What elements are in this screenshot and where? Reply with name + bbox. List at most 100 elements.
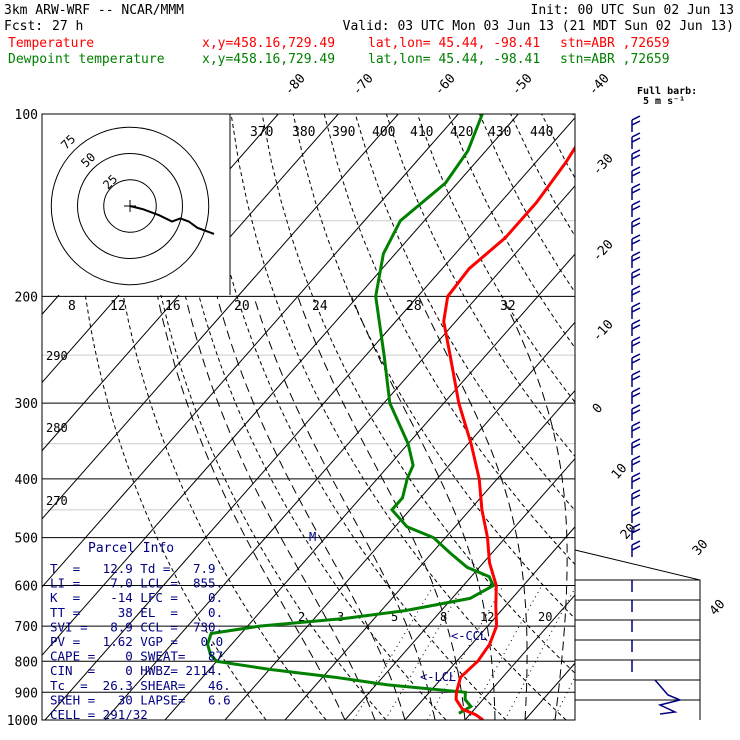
isotherm-line xyxy=(344,457,575,720)
isotherm-label: 20 xyxy=(618,521,640,543)
wind-barb-flag xyxy=(631,358,641,364)
mixing-ratio-line xyxy=(353,585,435,720)
wind-barb-flag xyxy=(631,239,641,245)
isobar-label: 900 xyxy=(15,686,38,701)
wind-barb-flag xyxy=(631,290,641,296)
parcel-row: TT = 38 EL = 0. xyxy=(50,605,223,620)
dry-adiabat xyxy=(74,114,267,720)
mixing-ratio-label: 5 xyxy=(391,610,398,624)
dry-adiabat xyxy=(230,114,567,720)
wind-barb-flag xyxy=(631,506,641,512)
isobar-label: 1000 xyxy=(7,714,38,729)
hodograph-trace xyxy=(129,205,215,235)
wind-barb-flag xyxy=(631,370,641,376)
legend-dew-xy: x,y=458.16,729.49 xyxy=(202,52,335,67)
legend-temperature: Temperature xyxy=(8,36,94,51)
wind-barb-flag xyxy=(631,404,641,410)
parcel-row: Tc = 26.3 SHEAR= 46. xyxy=(50,678,231,693)
wind-barb-flag xyxy=(631,251,641,257)
wind-barb-flag xyxy=(631,115,641,121)
parcel-row: SVI = 8.9 CCL = 730. xyxy=(50,619,223,634)
isotherm-label: -60 xyxy=(432,71,459,98)
isotherm-label: -30 xyxy=(590,151,617,178)
isotherm-label: -80 xyxy=(282,71,309,98)
wind-barb-flag xyxy=(631,455,641,461)
moist-adiabat xyxy=(645,296,740,720)
wind-barb-flag xyxy=(631,268,641,274)
moist-adiabat xyxy=(501,296,568,720)
dewpoint-line xyxy=(206,114,496,715)
moist-adiabat xyxy=(351,296,496,720)
wind-barb-flag xyxy=(631,273,641,279)
theta-e-label: 380 xyxy=(292,125,315,140)
dry-adiabat xyxy=(697,114,740,720)
wind-barb-flag xyxy=(631,171,641,177)
parcel-row: SREH = 30 LAPSE= 6.6 xyxy=(50,692,231,707)
isotherm-label: -20 xyxy=(590,237,617,264)
mixing-ratio-label: 20 xyxy=(538,610,552,624)
legend-temp-latlon: lat,lon= 45.44, -98.41 xyxy=(368,36,540,51)
wind-barb-flag xyxy=(631,477,641,483)
theta-e-label: 390 xyxy=(332,125,355,140)
isotherm-line xyxy=(284,389,575,720)
parcel-title: Parcel Info xyxy=(88,541,174,556)
wind-barb-flag xyxy=(631,200,641,206)
isotherm-label: 0 xyxy=(590,401,606,417)
wind-barb-flag xyxy=(631,285,641,291)
wind-barb-flag xyxy=(631,443,641,449)
parcel-info-panel: Parcel Info T = 12.9 Td = 7.9LI = 7.0 LC… xyxy=(50,541,231,722)
dry-adiabat xyxy=(635,114,740,720)
hodo-speed-label: 16 xyxy=(165,299,181,314)
wind-barb-flag xyxy=(631,523,641,529)
isotherm-line xyxy=(705,114,740,720)
moist-adiabat xyxy=(185,296,376,720)
dry-adiabat xyxy=(168,114,447,720)
theta-e-label: 400 xyxy=(372,125,395,140)
parcel-row: LI = 7.0 LCL = 855. xyxy=(50,576,223,591)
wind-barb-flag xyxy=(631,183,641,189)
mixing-ratio-label: 12 xyxy=(480,610,494,624)
dry-adiabat xyxy=(728,114,740,720)
mixing-ratio-line xyxy=(467,585,543,720)
isotherm-line xyxy=(404,526,575,720)
init-time: Init: 00 UTC Sun 02 Jun 13 xyxy=(531,3,735,18)
parcel-row: CAPE = 0 SWEAT= 87 xyxy=(50,649,223,664)
isotherm-line xyxy=(42,114,339,452)
dry-adiabat xyxy=(292,114,575,620)
hodo-ring xyxy=(77,153,183,259)
moist-adiabat xyxy=(585,296,618,720)
wind-barb-flag xyxy=(631,154,641,160)
dry-adiabat xyxy=(354,114,575,512)
profiles-layer xyxy=(206,114,575,720)
theta-e-label: 430 xyxy=(488,125,511,140)
wind-barb-flag xyxy=(631,217,641,223)
wind-barb-flag xyxy=(631,375,641,381)
dry-adiabat xyxy=(199,114,507,720)
mixing-ratio-line xyxy=(504,587,575,720)
wind-barb-flag xyxy=(631,341,641,347)
isobar-label: 300 xyxy=(15,397,38,412)
wind-barb-flag xyxy=(631,392,641,398)
wind-barb-flag xyxy=(631,489,641,495)
isotherm-label: 10 xyxy=(609,461,631,483)
wind-barb-flag xyxy=(631,336,641,342)
wind-barb-flag xyxy=(631,166,641,172)
parcel-row: T = 12.9 Td = 7.9 xyxy=(50,561,216,576)
isotherm-label: -40 xyxy=(586,71,613,98)
isobar-label: 700 xyxy=(15,620,38,635)
dry-adiabat xyxy=(323,114,575,566)
moist-adiabat xyxy=(253,296,436,720)
barb-panel-border xyxy=(574,549,701,720)
dry-adiabat xyxy=(541,114,575,179)
hodo-speed-label: 28 xyxy=(406,299,422,314)
wind-barb-flag xyxy=(631,511,641,517)
dry-adiabat xyxy=(604,114,740,720)
parcel-row: CIN = 0 HWBZ= 2114. xyxy=(50,663,223,678)
surface-barbs xyxy=(654,679,683,715)
isotherm-label: 30 xyxy=(690,537,712,559)
theta-e-label: 370 xyxy=(250,125,273,140)
dry-adiabat-label: 280 xyxy=(46,421,68,435)
wind-barb-flag xyxy=(631,426,641,432)
mixing-ratio-line xyxy=(426,585,504,720)
